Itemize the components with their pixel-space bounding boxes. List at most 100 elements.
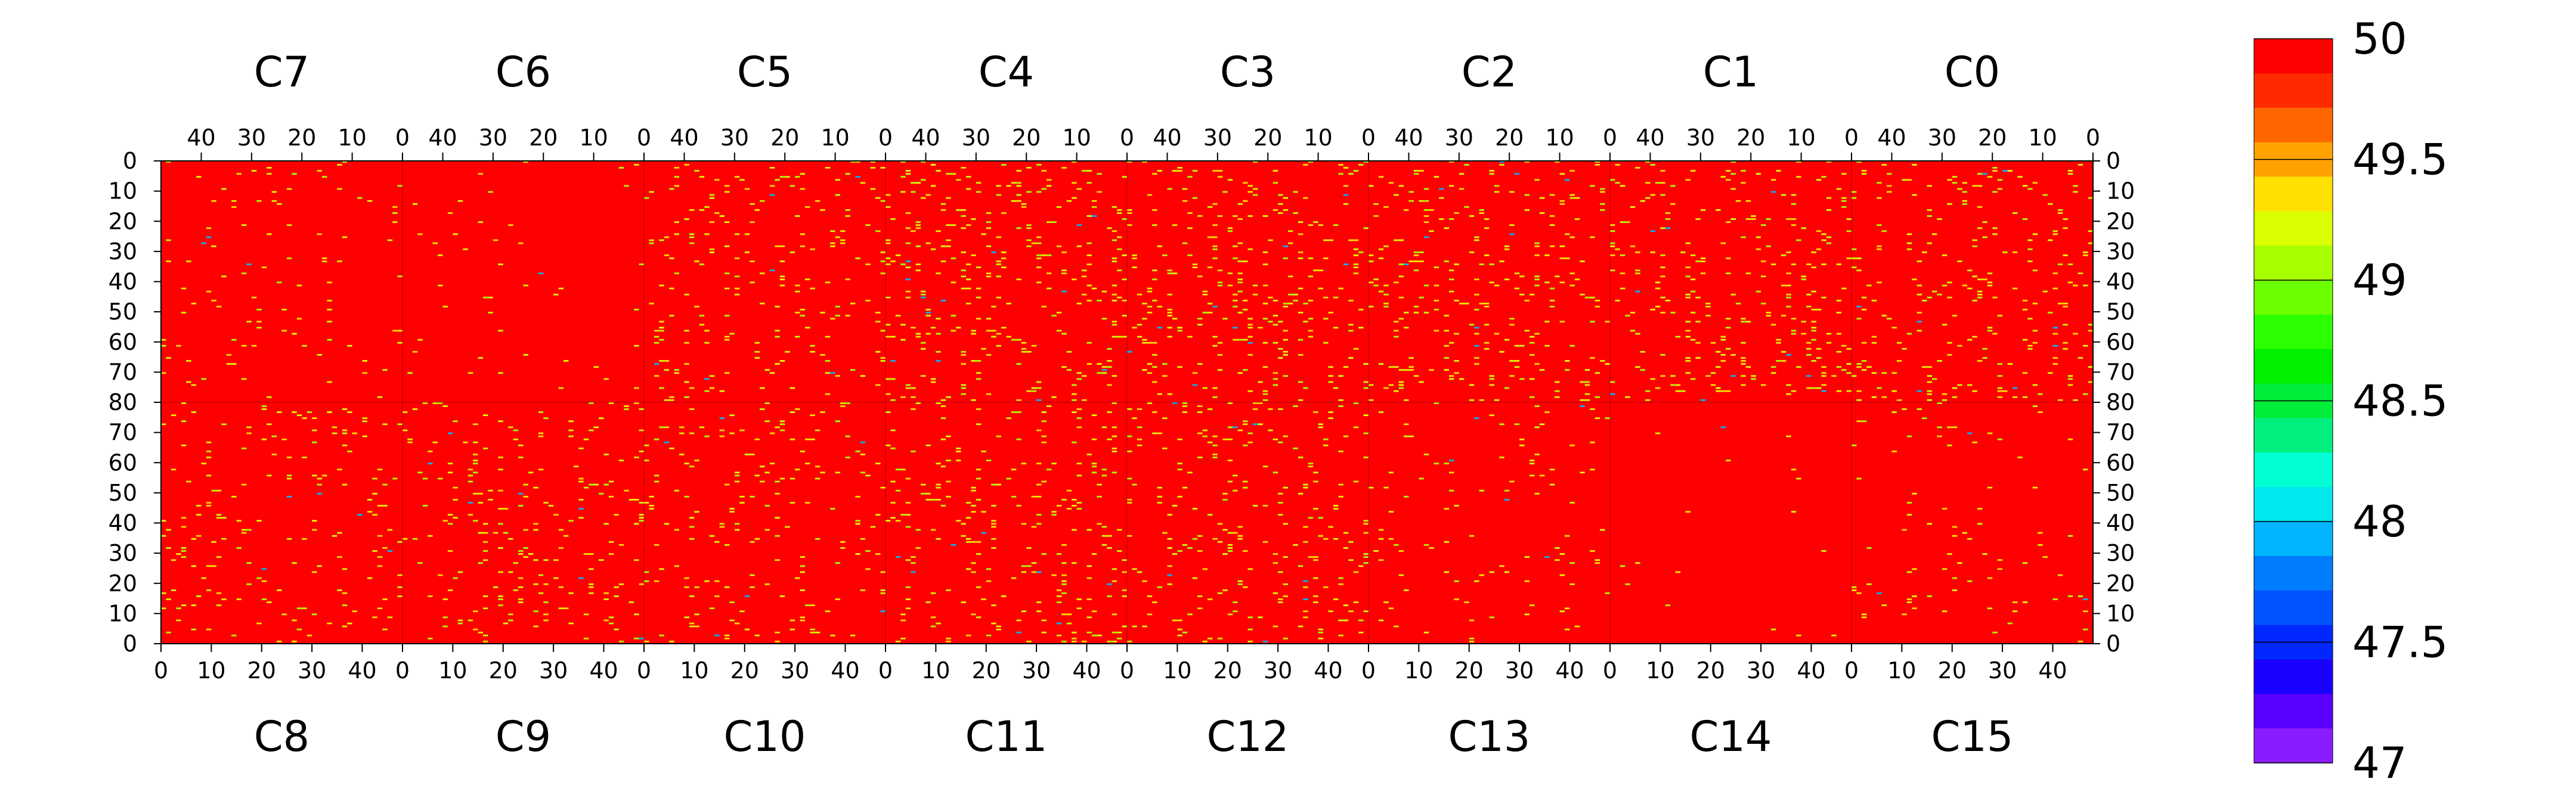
hot-pixel bbox=[925, 309, 931, 311]
hot-pixel bbox=[1977, 227, 1983, 229]
hot-pixel bbox=[1208, 312, 1213, 314]
hot-pixel bbox=[1202, 568, 1208, 570]
hot-pixel bbox=[1353, 480, 1359, 483]
hot-pixel bbox=[483, 532, 488, 534]
hot-pixel bbox=[402, 429, 408, 432]
hot-pixel bbox=[161, 423, 166, 426]
right-y-tick-label: 20 bbox=[2106, 570, 2135, 597]
hot-pixel bbox=[2042, 556, 2048, 558]
hot-pixel bbox=[1041, 420, 1046, 423]
hot-pixel bbox=[256, 321, 262, 323]
hot-pixel bbox=[1343, 619, 1349, 622]
hot-pixel bbox=[1308, 161, 1314, 163]
hot-pixel bbox=[1755, 173, 1761, 175]
hot-pixel bbox=[216, 306, 222, 308]
hot-pixel bbox=[593, 483, 599, 486]
hot-pixel bbox=[206, 451, 212, 452]
hot-pixel bbox=[1127, 535, 1132, 537]
hot-pixel bbox=[840, 230, 846, 232]
hot-pixel bbox=[709, 251, 715, 253]
hot-pixel bbox=[271, 435, 277, 437]
hot-pixel bbox=[1197, 411, 1203, 413]
hot-pixel bbox=[1127, 435, 1132, 437]
hot-pixel bbox=[397, 275, 402, 278]
hot-pixel bbox=[1177, 468, 1182, 471]
hot-pixel bbox=[2052, 230, 2058, 232]
hot-pixel bbox=[880, 272, 886, 275]
hot-pixel bbox=[387, 616, 393, 619]
hot-pixel bbox=[1836, 333, 1842, 335]
hot-pixel bbox=[1615, 299, 1620, 302]
hot-pixel bbox=[1549, 468, 1555, 471]
hot-pixel bbox=[1987, 432, 1993, 434]
hot-pixel bbox=[971, 505, 976, 507]
hot-pixel bbox=[1902, 408, 1907, 410]
hot-pixel bbox=[714, 580, 720, 582]
hot-pixel bbox=[1056, 206, 1062, 208]
hot-pixel bbox=[1016, 185, 1021, 187]
hot-pixel bbox=[1208, 637, 1213, 640]
hot-pixel bbox=[628, 601, 634, 603]
bottom-x-tick-label: 40 bbox=[1314, 657, 1342, 684]
hot-pixel bbox=[1730, 161, 1736, 163]
hot-pixel bbox=[835, 598, 840, 600]
hot-pixel bbox=[800, 233, 805, 235]
hot-pixel bbox=[1111, 257, 1117, 259]
hot-pixel bbox=[498, 508, 503, 510]
hot-pixel bbox=[1766, 218, 1771, 220]
hot-pixel bbox=[1454, 263, 1459, 265]
hot-pixel bbox=[1101, 369, 1107, 371]
hot-pixel bbox=[1474, 580, 1479, 582]
hot-pixel bbox=[1977, 290, 1983, 293]
hot-pixel bbox=[1841, 200, 1847, 202]
hot-pixel bbox=[1247, 342, 1253, 344]
hot-pixel bbox=[1247, 432, 1253, 434]
hot-pixel bbox=[1594, 559, 1600, 561]
hot-pixel bbox=[684, 396, 689, 398]
hot-pixel bbox=[1947, 444, 1952, 446]
hot-pixel bbox=[1091, 414, 1097, 417]
hot-pixel bbox=[216, 514, 222, 516]
hot-pixel bbox=[618, 460, 624, 461]
hot-pixel bbox=[1675, 384, 1681, 386]
hot-pixel bbox=[1117, 269, 1122, 272]
hot-pixel bbox=[1091, 287, 1097, 290]
hot-pixel bbox=[1036, 191, 1042, 193]
hot-pixel bbox=[1283, 435, 1288, 437]
hot-pixel bbox=[921, 483, 926, 486]
hot-pixel bbox=[1318, 287, 1323, 290]
hot-pixel bbox=[1288, 230, 1293, 232]
hot-pixel bbox=[1449, 471, 1454, 474]
hot-pixel bbox=[1101, 426, 1107, 429]
hot-pixel bbox=[1796, 477, 1801, 480]
top-x-tick-label: 0 bbox=[1844, 125, 1859, 151]
hot-pixel bbox=[1243, 182, 1248, 184]
hot-pixel bbox=[1655, 287, 1661, 290]
hot-pixel bbox=[704, 330, 710, 332]
hot-pixel bbox=[498, 489, 503, 492]
hot-pixel bbox=[1600, 209, 1605, 211]
left-y-tick-label: 40 bbox=[109, 269, 137, 295]
hot-pixel bbox=[1786, 293, 1791, 296]
top-x-tick-label: 20 bbox=[1978, 125, 2007, 151]
hot-pixel bbox=[1187, 212, 1193, 214]
hot-pixel bbox=[1600, 360, 1605, 362]
hot-pixel bbox=[1152, 299, 1157, 302]
hot-pixel bbox=[925, 315, 931, 316]
hot-pixel bbox=[911, 230, 916, 232]
hot-pixel bbox=[971, 541, 976, 543]
hot-pixel bbox=[442, 625, 448, 628]
hot-pixel bbox=[1338, 173, 1343, 175]
hot-pixel bbox=[1167, 393, 1172, 395]
hot-pixel bbox=[1861, 173, 1867, 175]
hot-pixel bbox=[905, 502, 911, 504]
hot-pixel bbox=[428, 463, 433, 465]
hot-pixel bbox=[724, 185, 730, 187]
hot-pixel bbox=[1856, 390, 1862, 392]
hot-pixel bbox=[991, 330, 996, 332]
hot-pixel bbox=[1565, 628, 1570, 631]
hot-pixel bbox=[976, 468, 982, 471]
hot-pixel bbox=[1781, 194, 1787, 196]
hot-pixel bbox=[1031, 390, 1037, 392]
hot-pixel bbox=[1227, 426, 1233, 429]
